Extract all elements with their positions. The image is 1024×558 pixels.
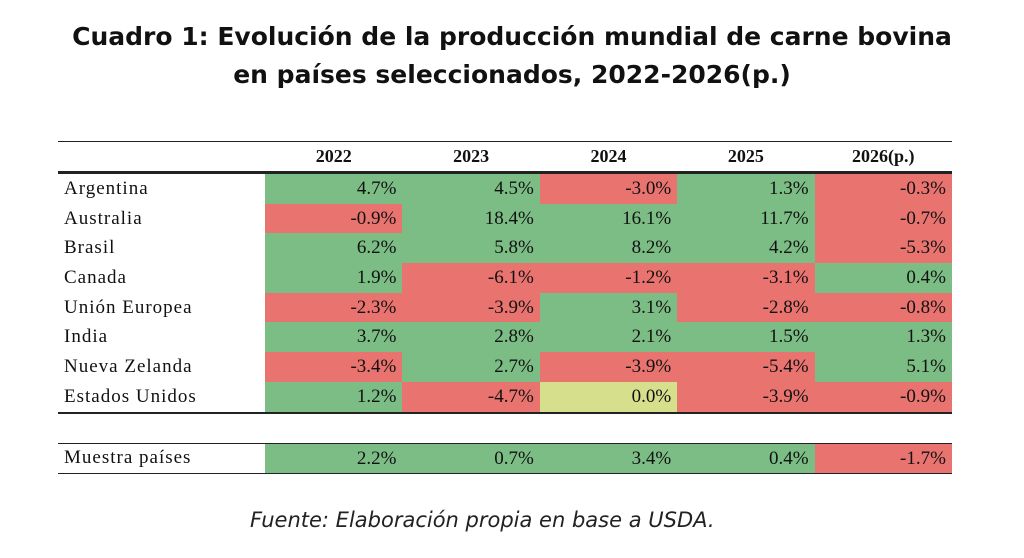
column-header: 2024 [590, 146, 627, 166]
data-cell: 1.3% [677, 174, 815, 204]
row-label: Argentina [64, 177, 149, 199]
row-label: Brasil [64, 237, 116, 259]
data-cell: 0.4% [814, 263, 952, 293]
data-cell: 2.7% [402, 352, 540, 382]
data-cell: 1.3% [814, 322, 952, 353]
column-header: 2022 [315, 146, 352, 166]
data-cell: 2.2% [265, 443, 403, 474]
table-row: Estados Unidos 1.2% -4.7% 0.0% -3.9% -0.9% [58, 381, 952, 413]
row-label: Unión Europea [64, 296, 193, 318]
data-cell: -5.4% [677, 352, 815, 382]
data-cell: -5.3% [814, 233, 952, 264]
data-cell: -0.9% [265, 203, 403, 234]
table-title: Cuadro 1: Evolución de la producción mun… [0, 18, 1024, 94]
table-row: India 3.7% 2.8% 2.1% 1.5% 1.3% [58, 322, 952, 353]
title-line-1: Cuadro 1: Evolución de la producción mun… [72, 22, 952, 51]
data-cell: -2.8% [677, 292, 815, 323]
data-cell: -1.7% [814, 443, 952, 474]
data-cell: 5.8% [402, 233, 540, 264]
column-header: 2023 [453, 146, 490, 166]
data-cell: 16.1% [539, 203, 678, 234]
data-cell: -0.3% [814, 174, 952, 204]
data-cell: 4.2% [677, 233, 815, 264]
data-cell: 4.5% [402, 174, 540, 204]
data-table: 2022 2023 2024 2025 2026(p.) Argentina 4.7% 4.5… [58, 141, 952, 475]
data-cell: -0.8% [814, 292, 952, 323]
data-cell: 4.7% [265, 174, 403, 204]
table-row: Nueva Zelanda -3.4% 2.7% -3.9% -5.4% 5.1% [58, 352, 952, 382]
data-cell: 5.1% [814, 352, 952, 382]
data-cell: 1.2% [265, 381, 403, 412]
data-cell: -3.9% [539, 352, 678, 382]
header-row: 2022 2023 2024 2025 2026(p.) [58, 141, 952, 174]
column-header: 2026(p.) [852, 146, 915, 166]
data-cell: 3.1% [539, 292, 678, 323]
data-cell: 0.4% [677, 443, 815, 474]
data-cell: 2.1% [539, 322, 678, 353]
title-line-2: en países seleccionados, 2022-2026(p.) [233, 60, 791, 89]
table-separator [58, 412, 952, 444]
data-cell: -3.1% [677, 263, 815, 293]
data-cell: 3.7% [265, 322, 403, 353]
row-label: India [64, 326, 109, 348]
data-cell: -6.1% [402, 263, 540, 293]
data-cell: 1.5% [677, 322, 815, 353]
data-cell: -3.0% [539, 174, 678, 204]
data-cell: -3.9% [402, 292, 540, 323]
data-cell: -1.2% [539, 263, 678, 293]
data-cell: 3.4% [539, 443, 678, 474]
row-label: Nueva Zelanda [64, 355, 193, 377]
table-row: Argentina 4.7% 4.5% -3.0% 1.3% -0.3% [58, 174, 952, 204]
data-cell: -2.3% [265, 292, 403, 323]
data-cell: 6.2% [265, 233, 403, 264]
column-header: 2025 [727, 146, 764, 166]
table-row: Brasil 6.2% 5.8% 8.2% 4.2% -5.3% [58, 233, 952, 264]
data-cell: 0.7% [402, 443, 540, 474]
table-row: Unión Europea -2.3% -3.9% 3.1% -2.8% -0.8% [58, 292, 952, 323]
table-row: Canada 1.9% -6.1% -1.2% -3.1% 0.4% [58, 263, 952, 293]
table-row: Australia -0.9% 18.4% 16.1% 11.7% -0.7% [58, 203, 952, 234]
data-cell: -0.9% [814, 381, 952, 412]
data-cell: 0.0% [539, 381, 678, 412]
row-label: Muestra países [64, 447, 192, 469]
data-cell: 1.9% [265, 263, 403, 293]
data-cell: 11.7% [677, 203, 815, 234]
table-row: Muestra países 2.2% 0.7% 3.4% 0.4% -1.7% [58, 443, 952, 475]
row-label: Canada [64, 266, 127, 288]
data-cell: 8.2% [539, 233, 678, 264]
data-cell: -4.7% [402, 381, 540, 412]
data-cell: -3.9% [677, 381, 815, 412]
row-label: Estados Unidos [64, 385, 197, 407]
row-label: Australia [64, 207, 143, 229]
data-cell: -3.4% [265, 352, 403, 382]
source-note: Fuente: Elaboración propia en base a USD… [250, 508, 715, 532]
data-cell: 18.4% [402, 203, 540, 234]
data-cell: 2.8% [402, 322, 540, 353]
data-cell: -0.7% [814, 203, 952, 234]
